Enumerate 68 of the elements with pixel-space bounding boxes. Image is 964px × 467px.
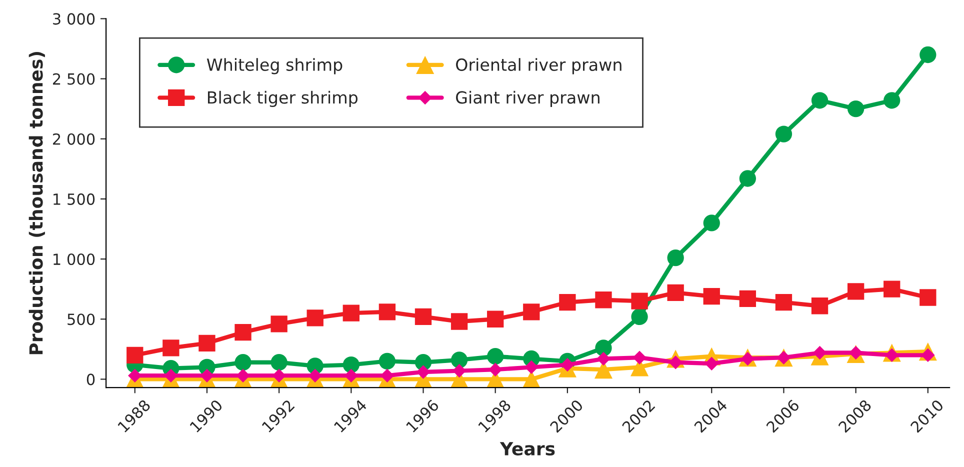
point	[632, 350, 646, 364]
point	[126, 346, 144, 364]
point	[270, 316, 288, 332]
x-axis-title: Years	[500, 442, 555, 456]
point	[236, 368, 250, 382]
point	[234, 324, 252, 341]
point	[308, 368, 322, 382]
y-axis-title: Production (thousand tonnes)	[28, 52, 45, 354]
point	[162, 340, 180, 356]
point	[884, 280, 900, 298]
point	[812, 346, 827, 360]
point	[739, 170, 756, 187]
point	[234, 354, 252, 371]
point	[667, 284, 684, 302]
point	[200, 368, 214, 382]
point	[920, 46, 936, 64]
point	[378, 304, 396, 320]
legend-label: Black tiger shrimp	[208, 90, 358, 108]
point	[450, 352, 468, 368]
y-tick-label: 2 500	[53, 73, 95, 85]
point	[775, 294, 792, 311]
point	[595, 340, 612, 356]
point	[487, 310, 504, 328]
point	[847, 283, 864, 300]
point	[342, 304, 360, 322]
point	[920, 289, 936, 306]
y-tick-label: 2 000	[53, 133, 95, 145]
point	[380, 368, 394, 382]
point	[270, 354, 288, 371]
point	[775, 126, 792, 142]
point	[595, 292, 612, 308]
point	[523, 304, 540, 320]
point	[272, 368, 286, 382]
point	[164, 368, 178, 382]
point	[450, 313, 468, 330]
point	[703, 214, 720, 232]
point	[128, 368, 142, 382]
point	[703, 288, 720, 305]
point	[560, 358, 574, 372]
point	[596, 352, 610, 366]
point	[739, 290, 756, 308]
point	[847, 100, 864, 118]
legend-label: Oriental river prawn	[456, 58, 622, 74]
y-tick-label: 1 500	[54, 193, 95, 205]
point	[378, 352, 396, 370]
point	[524, 360, 538, 374]
point	[811, 92, 828, 109]
point	[487, 348, 504, 365]
point	[631, 308, 648, 326]
point	[811, 298, 828, 314]
point	[884, 92, 900, 109]
y-tick-label: 500	[68, 314, 95, 326]
y-tick-label: 0	[86, 374, 95, 386]
point	[306, 310, 324, 326]
y-tick-label: 3 000	[53, 13, 95, 25]
point	[667, 249, 684, 266]
legend-label: Whiteleg shrimp	[206, 58, 342, 74]
point	[488, 362, 502, 376]
point	[452, 364, 466, 378]
point	[631, 292, 648, 310]
point	[198, 334, 216, 352]
point	[342, 356, 360, 374]
y-tick-label: 1 000	[54, 253, 95, 266]
legend-label: Giant river prawn	[456, 90, 600, 108]
point	[344, 368, 358, 382]
point	[414, 308, 432, 326]
point	[416, 365, 430, 379]
point	[559, 294, 576, 311]
